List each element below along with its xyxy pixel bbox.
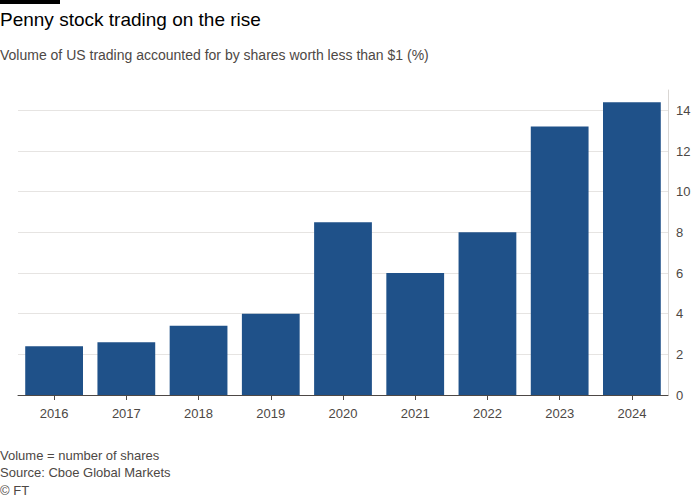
svg-text:2017: 2017 bbox=[112, 406, 141, 421]
svg-text:2018: 2018 bbox=[184, 406, 213, 421]
svg-text:10: 10 bbox=[676, 184, 690, 199]
svg-text:2021: 2021 bbox=[401, 406, 430, 421]
svg-text:2020: 2020 bbox=[329, 406, 358, 421]
svg-text:Penny stock trading on the ris: Penny stock trading on the rise bbox=[0, 9, 261, 30]
svg-text:Volume = number of shares: Volume = number of shares bbox=[0, 448, 160, 463]
svg-text:2: 2 bbox=[676, 347, 683, 362]
svg-text:Volume of US trading accounted: Volume of US trading accounted for by sh… bbox=[0, 47, 429, 63]
svg-text:2023: 2023 bbox=[545, 406, 574, 421]
svg-text:0: 0 bbox=[676, 388, 683, 403]
svg-text:4: 4 bbox=[676, 306, 683, 321]
svg-text:© FT: © FT bbox=[0, 483, 29, 498]
svg-text:2022: 2022 bbox=[473, 406, 502, 421]
svg-text:12: 12 bbox=[676, 144, 690, 159]
svg-text:2016: 2016 bbox=[40, 406, 69, 421]
svg-text:6: 6 bbox=[676, 266, 683, 281]
svg-text:Source: Cboe Global Markets: Source: Cboe Global Markets bbox=[0, 465, 171, 480]
svg-text:14: 14 bbox=[676, 103, 690, 118]
svg-text:2024: 2024 bbox=[617, 406, 646, 421]
svg-text:8: 8 bbox=[676, 225, 683, 240]
svg-text:2019: 2019 bbox=[256, 406, 285, 421]
